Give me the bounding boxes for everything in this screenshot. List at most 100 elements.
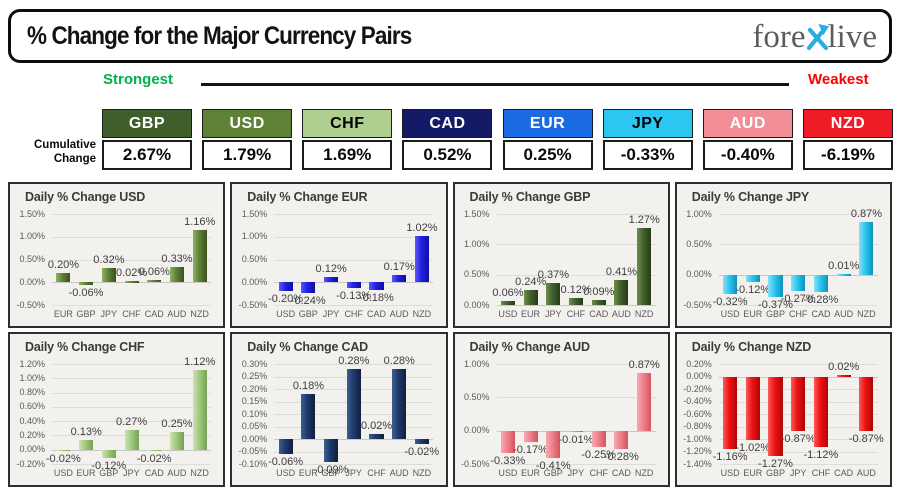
bar-gbp <box>768 376 783 456</box>
y-tick-label: 0.50% <box>241 254 268 264</box>
x-axis-label: CAD <box>834 468 854 478</box>
data-label-cad: -0.02% <box>136 453 172 466</box>
y-tick-label: -0.10% <box>238 458 268 469</box>
y-tick-label: 1.00% <box>463 358 490 369</box>
data-label-gbp: -0.12% <box>91 460 127 473</box>
data-label-aud: 0.28% <box>383 355 415 367</box>
x-axis-label: NZD <box>190 309 209 319</box>
y-tick-label: 1.50% <box>463 208 490 219</box>
bar-eur <box>79 440 94 450</box>
currency-code-label: EUR <box>502 109 593 138</box>
bar-gbp <box>546 430 561 458</box>
bar-jpy <box>124 430 139 450</box>
y-tick-label: 0.00% <box>19 276 45 287</box>
data-label-gbp: -0.06% <box>68 287 104 299</box>
y-tick-label: -0.50% <box>460 458 490 469</box>
currency-box-aud: AUD -0.40% <box>702 109 793 170</box>
gridline <box>52 236 211 238</box>
data-label-nzd: 0.87% <box>850 207 883 220</box>
currency-box-cad: CAD 0.52% <box>402 109 493 170</box>
gridline <box>496 214 656 215</box>
data-label-usd: -0.06% <box>268 456 303 468</box>
y-tick-label: 0.10% <box>241 408 268 419</box>
chart-title: Daily % Change JPY <box>691 190 810 204</box>
gridline <box>496 274 656 276</box>
data-label-aud: 0.17% <box>383 260 415 273</box>
data-label-gbp: -0.09% <box>313 463 349 476</box>
y-tick-label: 0.25% <box>241 371 268 381</box>
bar-aud <box>836 274 851 276</box>
bar-jpy <box>546 282 561 305</box>
bar-aud <box>859 376 874 431</box>
cumulative-change-value: 0.52% <box>402 140 493 170</box>
charts-grid: Daily % Change USD 1.50% 1.00% 0.50% 0.00% -0… <box>8 182 892 487</box>
bar-nzd <box>637 228 652 305</box>
y-tick-label: 0.00% <box>241 433 268 444</box>
bar-cad <box>614 430 629 450</box>
gridline <box>718 439 878 440</box>
y-tick-label: 0.00% <box>19 444 45 455</box>
data-label-eur: 0.20% <box>47 259 80 272</box>
bar-cad <box>591 299 606 305</box>
y-tick-label: 1.00% <box>19 231 45 242</box>
currency-box-usd: USD 1.79% <box>202 109 293 170</box>
y-tick-label: -0.80% <box>683 421 712 431</box>
bar-usd <box>56 449 71 452</box>
x-axis-label: AUD <box>389 309 409 319</box>
bar-aud <box>169 267 184 283</box>
currency-code-label: CAD <box>402 109 493 138</box>
x-axis-label: CAD <box>144 468 164 478</box>
data-label-cad: -0.28% <box>803 293 839 306</box>
x-axis-label: AUD <box>167 468 187 478</box>
data-label-eur: -0.12% <box>735 283 771 296</box>
page-title: % Change for the Major Currency Pairs <box>27 21 412 50</box>
gridline <box>718 214 878 215</box>
y-tick-label: 1.00% <box>241 231 268 242</box>
gridline <box>718 364 878 365</box>
data-label-gbp: -0.41% <box>535 460 571 472</box>
y-tick-label: 0.40% <box>19 415 45 426</box>
data-label-chf: -0.27% <box>780 293 816 305</box>
bar-chf <box>791 274 806 292</box>
daily-chart-aud: Daily % Change AUD 1.00% 0.50% 0.00% -0.50% U… <box>452 332 670 487</box>
bar-jpy <box>569 430 584 433</box>
x-axis-label: CAD <box>811 309 831 319</box>
bar-eur <box>745 274 760 282</box>
x-axis-label: JPY <box>322 309 340 319</box>
data-label-usd: -0.02% <box>45 453 81 466</box>
data-label-usd: 0.06% <box>492 287 524 300</box>
bar-aud <box>392 369 407 439</box>
data-label-gbp: -0.24% <box>290 295 326 308</box>
x-axis-label: EUR <box>521 468 541 478</box>
x-axis-label: NZD <box>634 309 654 319</box>
currency-code-label: GBP <box>102 109 192 138</box>
x-axis-label: CHF <box>788 309 808 319</box>
data-label-nzd: 0.87% <box>628 358 660 371</box>
y-tick-label: 0.20% <box>241 383 268 394</box>
x-axis-label: CAD <box>589 309 609 319</box>
y-tick-label: 1.50% <box>241 208 268 219</box>
bar-cad <box>147 449 162 452</box>
gridline <box>496 364 656 365</box>
bar-gbp <box>101 449 116 459</box>
cumulative-change-value: -0.40% <box>702 140 793 170</box>
x-axis-label: GBP <box>76 309 96 319</box>
daily-chart-gbp: Daily % Change GBP 1.50% 1.00% 0.50% 0.00% US… <box>452 182 670 328</box>
bar-cad <box>836 375 851 377</box>
bar-nzd <box>192 229 207 283</box>
chart-title: Daily % Change AUD <box>469 340 590 354</box>
data-label-eur: 0.18% <box>292 380 325 392</box>
bar-usd <box>723 376 738 449</box>
bar-usd <box>723 274 738 295</box>
gridline <box>718 305 878 306</box>
bar-eur <box>56 273 71 283</box>
data-label-jpy: 0.12% <box>315 262 347 275</box>
data-label-cad: 0.06% <box>138 265 170 278</box>
forexlive-logo: fore live <box>752 19 877 54</box>
gridline <box>52 449 211 451</box>
data-label-eur: 0.24% <box>515 276 547 289</box>
x-axis-label: EUR <box>76 468 96 478</box>
x-axis-label: USD <box>720 309 740 319</box>
bar-jpy <box>323 276 339 283</box>
